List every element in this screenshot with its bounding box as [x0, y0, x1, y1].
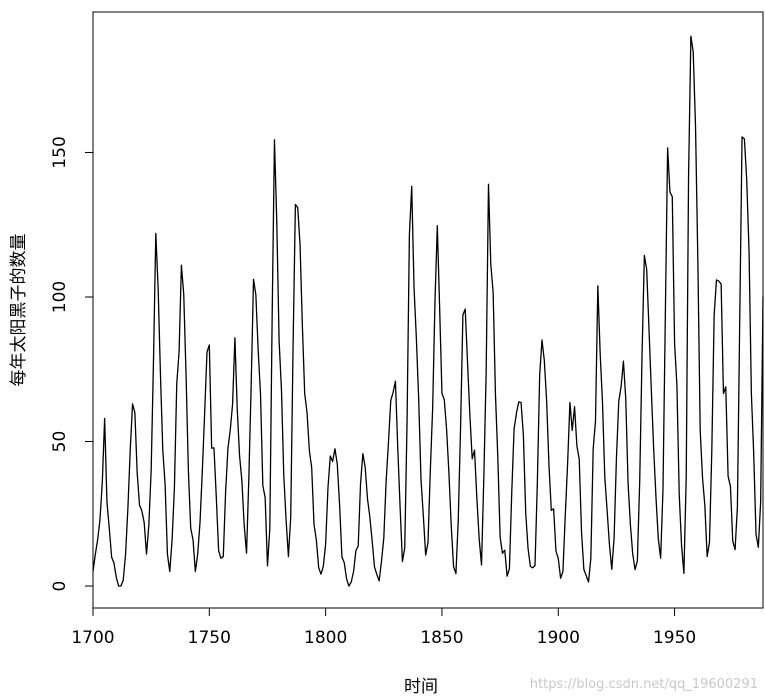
x-tick-label: 1750 — [188, 628, 231, 648]
series-layer — [92, 35, 764, 587]
y-tick-label: 100 — [50, 281, 70, 313]
y-tick-label: 0 — [50, 581, 70, 592]
y-tick-label: 50 — [50, 431, 70, 453]
y-axis-title: 每年太阳黑子的数量 — [9, 234, 29, 387]
x-axis: 1700 1750 1800 1850 1900 1950 — [71, 607, 696, 648]
y-tick-label: 150 — [50, 136, 70, 168]
x-tick-label: 1800 — [304, 628, 347, 648]
x-axis-title: 时间 — [404, 677, 438, 697]
y-axis: 0 50 100 150 — [50, 136, 94, 592]
x-tick-label: 1700 — [71, 628, 114, 648]
x-tick-label: 1900 — [537, 628, 580, 648]
series-line — [92, 35, 764, 587]
x-tick-label: 1850 — [420, 628, 463, 648]
x-tick-label: 1950 — [653, 628, 696, 648]
watermark-text: https://blog.csdn.net/qq_19600291 — [530, 677, 758, 692]
